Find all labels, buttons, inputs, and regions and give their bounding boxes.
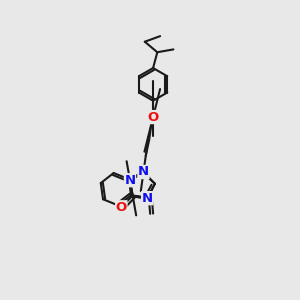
Text: N: N <box>142 192 153 205</box>
Text: N: N <box>124 174 136 187</box>
Text: O: O <box>116 201 127 214</box>
Text: N: N <box>138 166 149 178</box>
Text: O: O <box>148 111 159 124</box>
